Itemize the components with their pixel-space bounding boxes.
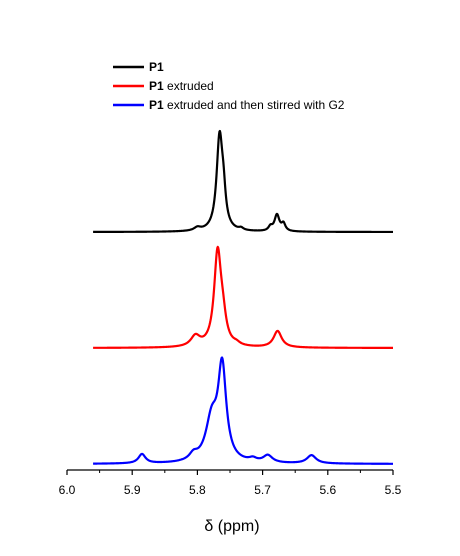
spectrum-line-2 bbox=[92, 245, 394, 349]
legend-label-3: P1 extruded and then stirred with G2 bbox=[149, 98, 345, 112]
legend-label-bold: P1 bbox=[149, 60, 164, 74]
spectrum-line-1 bbox=[92, 129, 394, 234]
x-tick-label: 5.6 bbox=[319, 483, 336, 497]
legend-label-rest: extruded and then stirred with G2 bbox=[164, 98, 345, 112]
x-tick-label: 5.8 bbox=[189, 483, 206, 497]
legend-label-rest: extruded bbox=[164, 79, 214, 93]
legend-label-bold: P1 bbox=[149, 79, 164, 93]
legend-label-2: P1 extruded bbox=[149, 79, 214, 93]
spectra-plot-area bbox=[92, 129, 394, 465]
x-tick-label: 5.9 bbox=[124, 483, 141, 497]
legend-label-1: P1 bbox=[149, 60, 164, 74]
spectrum-line-3 bbox=[92, 356, 394, 465]
x-tick-label: 5.7 bbox=[254, 483, 271, 497]
x-tick-label: 5.5 bbox=[385, 483, 402, 497]
x-axis-label: δ (ppm) bbox=[204, 518, 259, 535]
legend-label-bold: P1 bbox=[149, 98, 164, 112]
x-tick-label: 6.0 bbox=[59, 483, 76, 497]
x-axis: 6.0 5.9 5.8 5.7 5.6 5.5 bbox=[59, 469, 402, 497]
